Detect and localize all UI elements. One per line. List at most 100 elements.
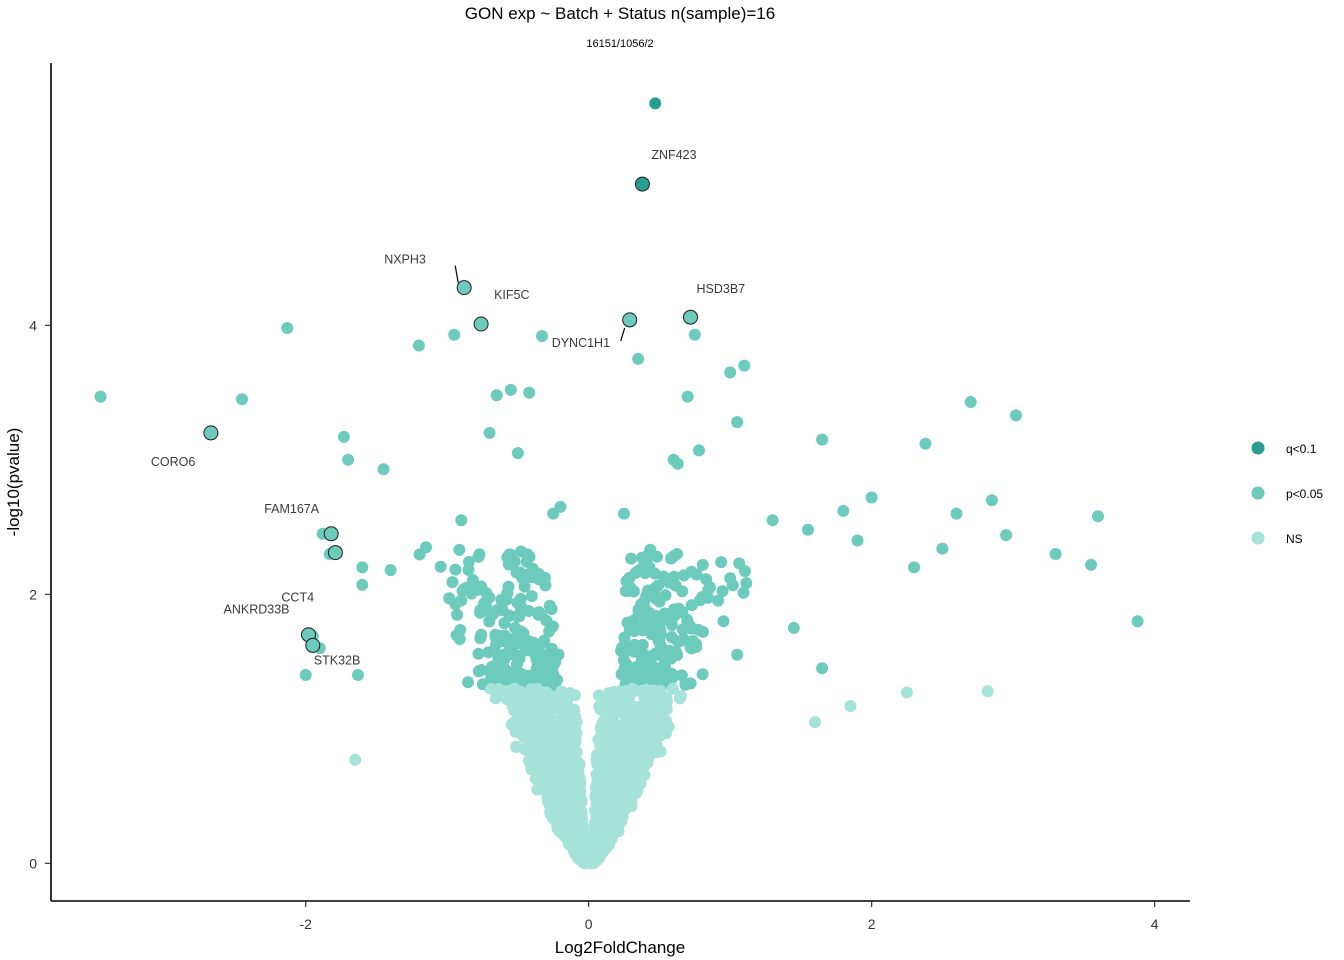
gene-label-kif5c: KIF5C: [494, 288, 529, 302]
point-ns: [349, 753, 362, 766]
x-axis-title: Log2FoldChange: [555, 938, 685, 957]
y-tick-label: 2: [29, 586, 37, 602]
point-p005: [511, 447, 524, 460]
point-p005: [94, 390, 107, 403]
point-p005: [483, 426, 496, 439]
point-p005: [504, 383, 517, 396]
point-p005: [502, 558, 515, 571]
point-p005: [802, 523, 814, 536]
point-p005: [1085, 558, 1097, 571]
point-p005: [462, 676, 474, 689]
point-p005: [451, 608, 464, 621]
point-p005: [672, 635, 684, 648]
point-p005: [472, 550, 485, 563]
point-p005: [665, 619, 678, 631]
highlighted-gene-point: [634, 176, 650, 192]
point-p005: [453, 633, 466, 646]
gene-label-nxph3: NXPH3: [384, 253, 426, 267]
point-p005: [627, 585, 640, 598]
point-p005: [1131, 615, 1144, 628]
point-p005: [356, 578, 369, 591]
point-p005: [434, 560, 447, 573]
point-p005: [739, 565, 751, 578]
gene-label-hsd3b7: HSD3B7: [697, 282, 746, 296]
point-p005: [615, 645, 628, 657]
point-ns: [666, 682, 679, 695]
legend: q<0.1 p<0.05 NS: [1251, 441, 1323, 546]
highlighted-gene-point: [203, 425, 219, 441]
point-ns: [569, 689, 581, 702]
point-p005: [352, 669, 364, 681]
y-tick-label: 4: [29, 317, 37, 333]
x-axis-ticks: -2 0 2 4: [299, 901, 1159, 932]
point-p005: [484, 666, 497, 679]
point-p005: [653, 595, 666, 608]
point-ns: [579, 857, 592, 870]
point-p005: [489, 639, 502, 651]
point-p005: [865, 491, 878, 504]
point-p005: [679, 678, 692, 691]
point-p005: [628, 625, 641, 638]
point-p005: [356, 561, 369, 574]
point-p005: [1010, 409, 1022, 422]
point-p005: [671, 457, 684, 470]
label-leader-line: [454, 265, 459, 283]
point-p005: [281, 322, 294, 334]
point-p005: [523, 386, 536, 399]
point-p005: [420, 541, 432, 554]
point-q01: [649, 97, 662, 110]
point-p005: [787, 621, 800, 634]
point-p005: [462, 563, 475, 576]
legend-label: q<0.1: [1286, 442, 1317, 456]
point-p005: [816, 433, 829, 446]
point-p005: [384, 564, 397, 577]
point-p005: [690, 568, 703, 581]
point-ns: [981, 685, 994, 698]
point-p005: [677, 569, 690, 582]
point-p005: [696, 558, 709, 571]
point-p005: [465, 587, 478, 600]
point-ns: [673, 692, 686, 705]
highlighted-gene-point: [323, 526, 339, 542]
point-p005: [448, 328, 461, 341]
point-p005: [737, 586, 750, 599]
gene-label-fam167a: FAM167A: [264, 502, 320, 516]
point-p005: [639, 567, 652, 580]
point-p005: [685, 599, 698, 612]
gene-label-cct4: CCT4: [281, 591, 314, 605]
point-p005: [676, 623, 689, 636]
point-p005: [919, 437, 932, 450]
point-p005: [525, 590, 538, 603]
point-p005: [498, 617, 511, 630]
highlighted-gene-point: [327, 545, 343, 561]
point-p005: [766, 514, 779, 527]
y-axis-title: -log10(pvalue): [4, 428, 23, 537]
x-tick-label: -2: [299, 916, 312, 932]
point-p005: [950, 507, 963, 520]
point-p005: [651, 550, 663, 563]
point-p005: [936, 542, 949, 555]
point-p005: [453, 543, 466, 556]
gene-label-stk32b: STK32B: [314, 653, 361, 667]
point-p005: [455, 514, 468, 527]
point-p005: [1000, 529, 1013, 542]
point-p005: [964, 396, 977, 408]
point-p005: [377, 463, 390, 476]
point-p005: [632, 352, 645, 365]
x-tick-label: 2: [868, 916, 876, 932]
point-p005: [816, 662, 829, 675]
legend-swatch: [1251, 531, 1265, 545]
point-p005: [483, 615, 496, 628]
point-p005: [449, 563, 462, 576]
point-p005: [472, 665, 485, 678]
point-p005: [740, 577, 753, 590]
label-leader-line: [620, 327, 626, 342]
point-p005: [688, 328, 701, 341]
point-p005: [693, 444, 705, 457]
point-p005: [625, 552, 638, 565]
gene-label-znf423: ZNF423: [651, 148, 696, 162]
point-p005: [543, 625, 556, 638]
point-p005: [299, 669, 312, 681]
point-p005: [716, 585, 729, 598]
